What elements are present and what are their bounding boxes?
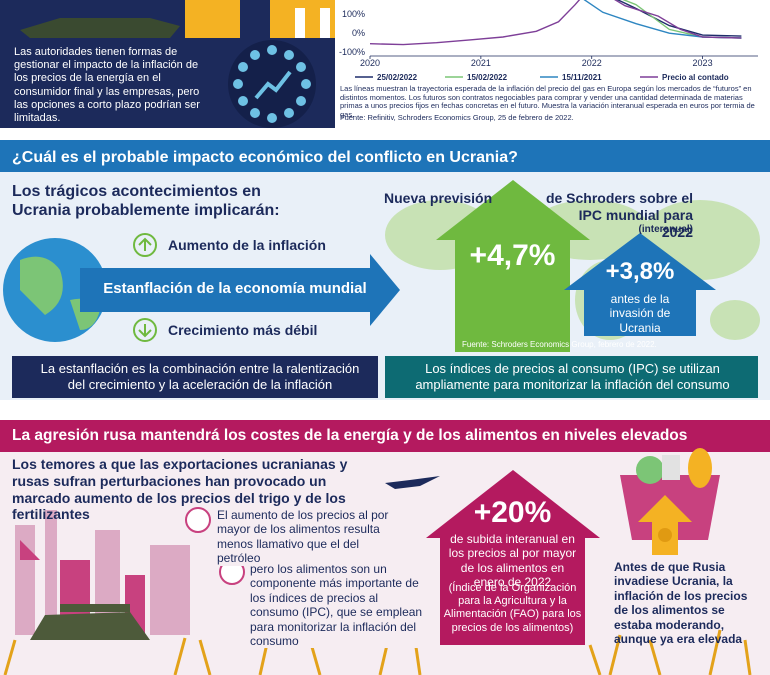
item-label: Crecimiento más débil xyxy=(168,322,318,338)
x-tick-label: 2021 xyxy=(471,58,491,68)
intro-text: Las autoridades tienen formas de gestion… xyxy=(14,46,200,124)
stat-note: (Índice de la Organización para la Agric… xyxy=(443,582,582,634)
x-tick-label: 2020 xyxy=(360,58,380,68)
legend-label: 15/11/2021 xyxy=(562,73,602,82)
section-title: ¿Cuál es el probable impacto económico d… xyxy=(12,149,518,166)
line-chart: 100% 0% -100%2020 2021 2022 2023 25/02/2022 15/… xyxy=(339,0,758,82)
point-text: pero los alimentos son un componente más… xyxy=(250,562,425,649)
old-forecast-label: antes de la invasión de Ucrania xyxy=(609,292,671,335)
point-text: El aumento de los precios al por mayor d… xyxy=(217,508,395,566)
y-tick-label: 100% xyxy=(342,9,365,19)
legend-label: 25/02/2022 xyxy=(377,73,418,82)
y-tick-label: 0% xyxy=(352,28,365,38)
forecast-label: Nueva previsión xyxy=(384,190,493,206)
old-forecast: +3,8% xyxy=(605,258,675,285)
series-line xyxy=(370,0,742,46)
legend-label: 15/02/2022 xyxy=(467,73,508,82)
forecast-context: de Schroders sobre el IPC mundial para 2… xyxy=(545,190,693,240)
lead-text: Los temores a que las exportaciones ucra… xyxy=(12,456,348,523)
x-tick-label: 2022 xyxy=(582,58,602,68)
y-tick-label: -100% xyxy=(339,47,365,57)
forecast-unit: (interanual) xyxy=(638,224,693,235)
note-right: Los índices de precios al consumo (IPC) … xyxy=(415,361,730,392)
item-label: Aumento de la inflación xyxy=(168,237,326,253)
chart-caption: Las líneas muestran la trayectoria esper… xyxy=(340,84,755,119)
lead-text: Los trágicos acontecimientos en Ucrania … xyxy=(12,183,280,220)
note-left: La estanflación es la combinación entre … xyxy=(40,361,360,392)
new-forecast: +4,7% xyxy=(469,239,556,272)
series-line xyxy=(583,0,742,39)
item-label: Estanflación de la economía mundial xyxy=(103,280,367,297)
x-tick-label: 2023 xyxy=(693,58,713,68)
stat-value: +20% xyxy=(473,496,552,529)
legend-label: Precio al contado xyxy=(662,73,729,82)
forecast-source: Fuente: Schroders Economics Group, febre… xyxy=(462,340,657,349)
stat-text: de subida interanual en los precios al p… xyxy=(448,532,577,590)
section-title: La agresión rusa mantendrá los costes de… xyxy=(12,427,688,444)
series-line xyxy=(616,0,742,37)
side-note: Antes de que Rusia invadiese Ucrania, la… xyxy=(614,560,748,646)
chart-source: Fuente: Refinitiv, Schroders Economics G… xyxy=(340,113,574,122)
